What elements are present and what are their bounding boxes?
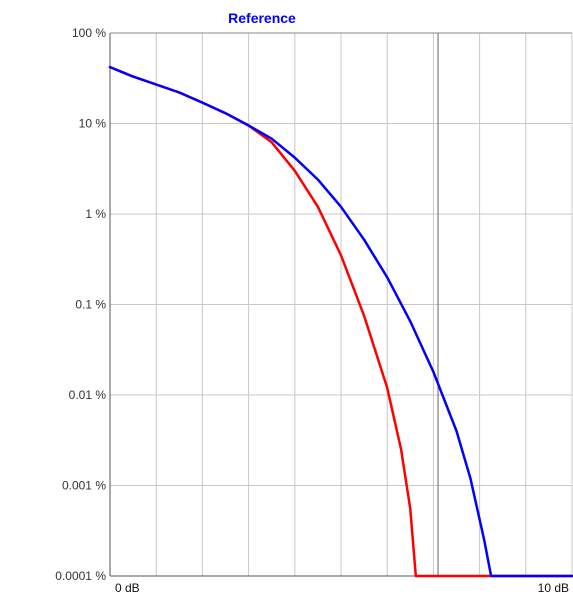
x-tick-label: 10 dB bbox=[538, 581, 569, 595]
y-tick-label: 0.0001 % bbox=[55, 569, 106, 583]
series-line-blue bbox=[108, 65, 573, 578]
legend-reference: Reference bbox=[228, 10, 296, 26]
y-tick-label: 0.001 % bbox=[62, 479, 106, 493]
x-tick-label: 0 dB bbox=[115, 581, 140, 595]
tick-labels: 100 % 10 % 1 % 0.1 % 0.01 % 0.001 % 0.0001 % 0 … bbox=[55, 26, 569, 595]
grid bbox=[109, 32, 573, 577]
y-tick-label: 10 % bbox=[79, 117, 107, 131]
y-tick-label: 100 % bbox=[72, 26, 106, 40]
series-group bbox=[108, 65, 573, 578]
y-tick-label: 0.1 % bbox=[75, 298, 106, 312]
y-tick-label: 0.01 % bbox=[69, 388, 107, 402]
y-tick-label: 1 % bbox=[85, 207, 106, 221]
